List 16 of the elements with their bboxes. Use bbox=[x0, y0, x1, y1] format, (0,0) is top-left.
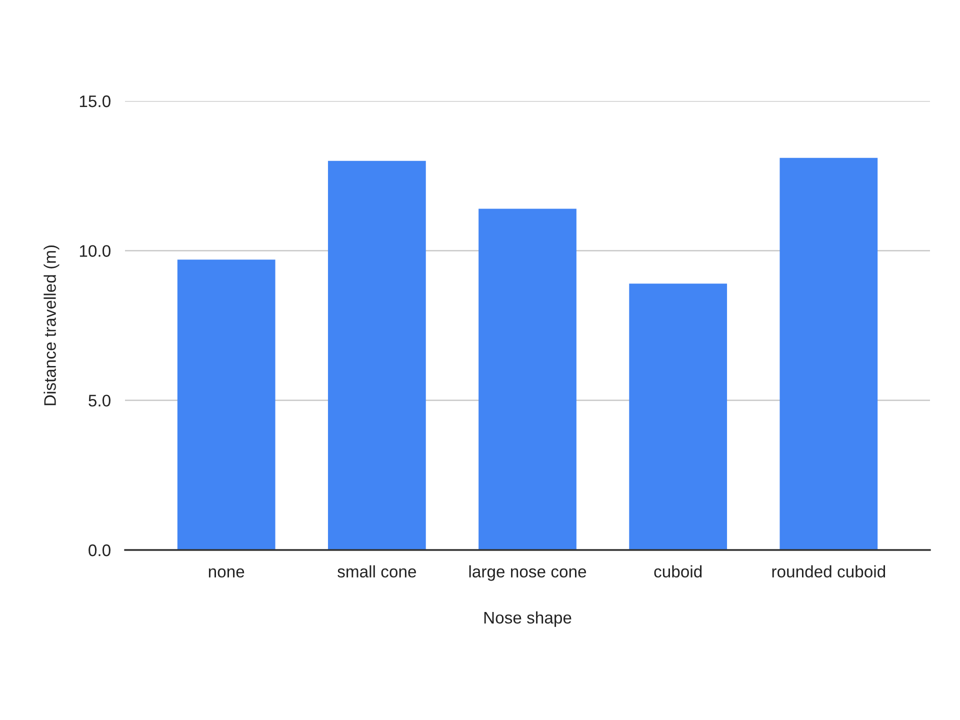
y-tick-label: 15.0 bbox=[80, 95, 110, 108]
x-tick-label: rounded cuboid bbox=[772, 565, 886, 578]
x-axis-title: Nose shape bbox=[484, 611, 572, 627]
x-tick-label: cuboid bbox=[654, 565, 702, 578]
bar bbox=[177, 260, 276, 550]
x-tick-label: none bbox=[208, 568, 244, 578]
bar bbox=[780, 158, 878, 550]
y-tick-label: 0.0 bbox=[88, 544, 110, 556]
x-tick-label: large nose cone bbox=[469, 565, 586, 581]
y-axis-title: Distance travelled (m) bbox=[44, 245, 60, 406]
bar bbox=[629, 284, 728, 550]
y-tick-label: 10.0 bbox=[80, 245, 110, 257]
x-tick-label: small cone bbox=[338, 565, 416, 578]
bar bbox=[328, 160, 426, 550]
y-tick-label: 5.0 bbox=[88, 394, 110, 407]
bar bbox=[478, 208, 576, 550]
